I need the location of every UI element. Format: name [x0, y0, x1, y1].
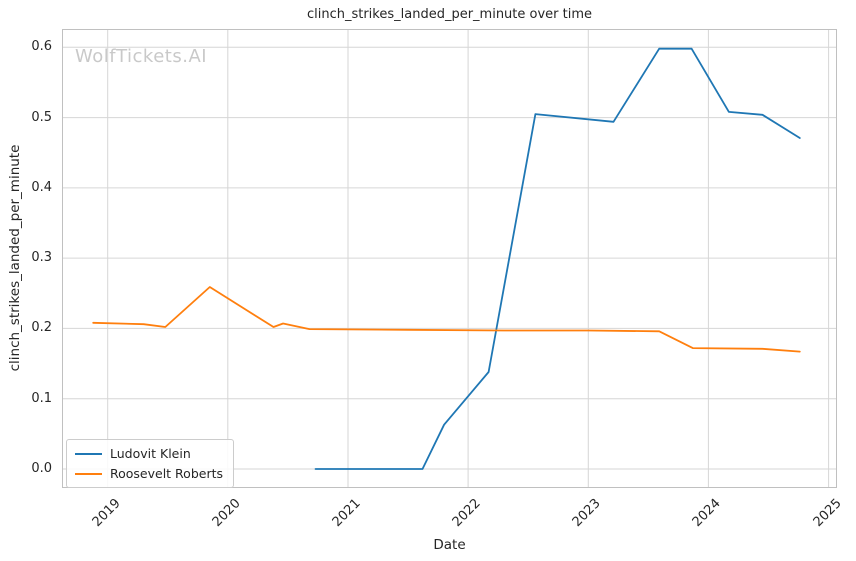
legend-line-sample-icon — [75, 472, 102, 475]
chart-title: clinch_strikes_landed_per_minute over ti… — [306, 7, 593, 22]
legend-item: Ludovit Klein — [75, 445, 223, 462]
x-tick-label: 2020 — [209, 496, 244, 531]
x-axis-label: Date — [433, 537, 466, 553]
x-tick-label: 2019 — [89, 496, 124, 531]
legend-item: Roosevelt Roberts — [75, 465, 223, 482]
x-tick-label: 2025 — [810, 496, 845, 531]
y-tick-label: 0.4 — [31, 179, 52, 195]
x-tick-label: 2023 — [569, 496, 604, 531]
legend-line-sample-icon — [75, 452, 102, 455]
y-tick-label: 0.2 — [31, 320, 52, 336]
plot-border — [62, 29, 837, 488]
legend-label: Roosevelt Roberts — [110, 466, 224, 481]
series-line — [92, 286, 801, 353]
y-tick-label: 0.5 — [31, 109, 52, 125]
y-tick-label: 0.6 — [31, 39, 52, 55]
x-tick-label: 2021 — [329, 496, 364, 531]
x-tick-label: 2022 — [449, 496, 484, 531]
y-tick-label: 0.3 — [31, 250, 52, 266]
y-tick-label: 0.1 — [31, 390, 52, 406]
x-tick-label: 2024 — [690, 496, 725, 531]
y-tick-label: 0.0 — [31, 461, 52, 477]
plot-area — [62, 29, 837, 488]
legend: Ludovit Klein Roosevelt Roberts — [66, 439, 235, 488]
legend-label: Ludovit Klein — [110, 446, 191, 461]
series-line — [314, 47, 801, 470]
